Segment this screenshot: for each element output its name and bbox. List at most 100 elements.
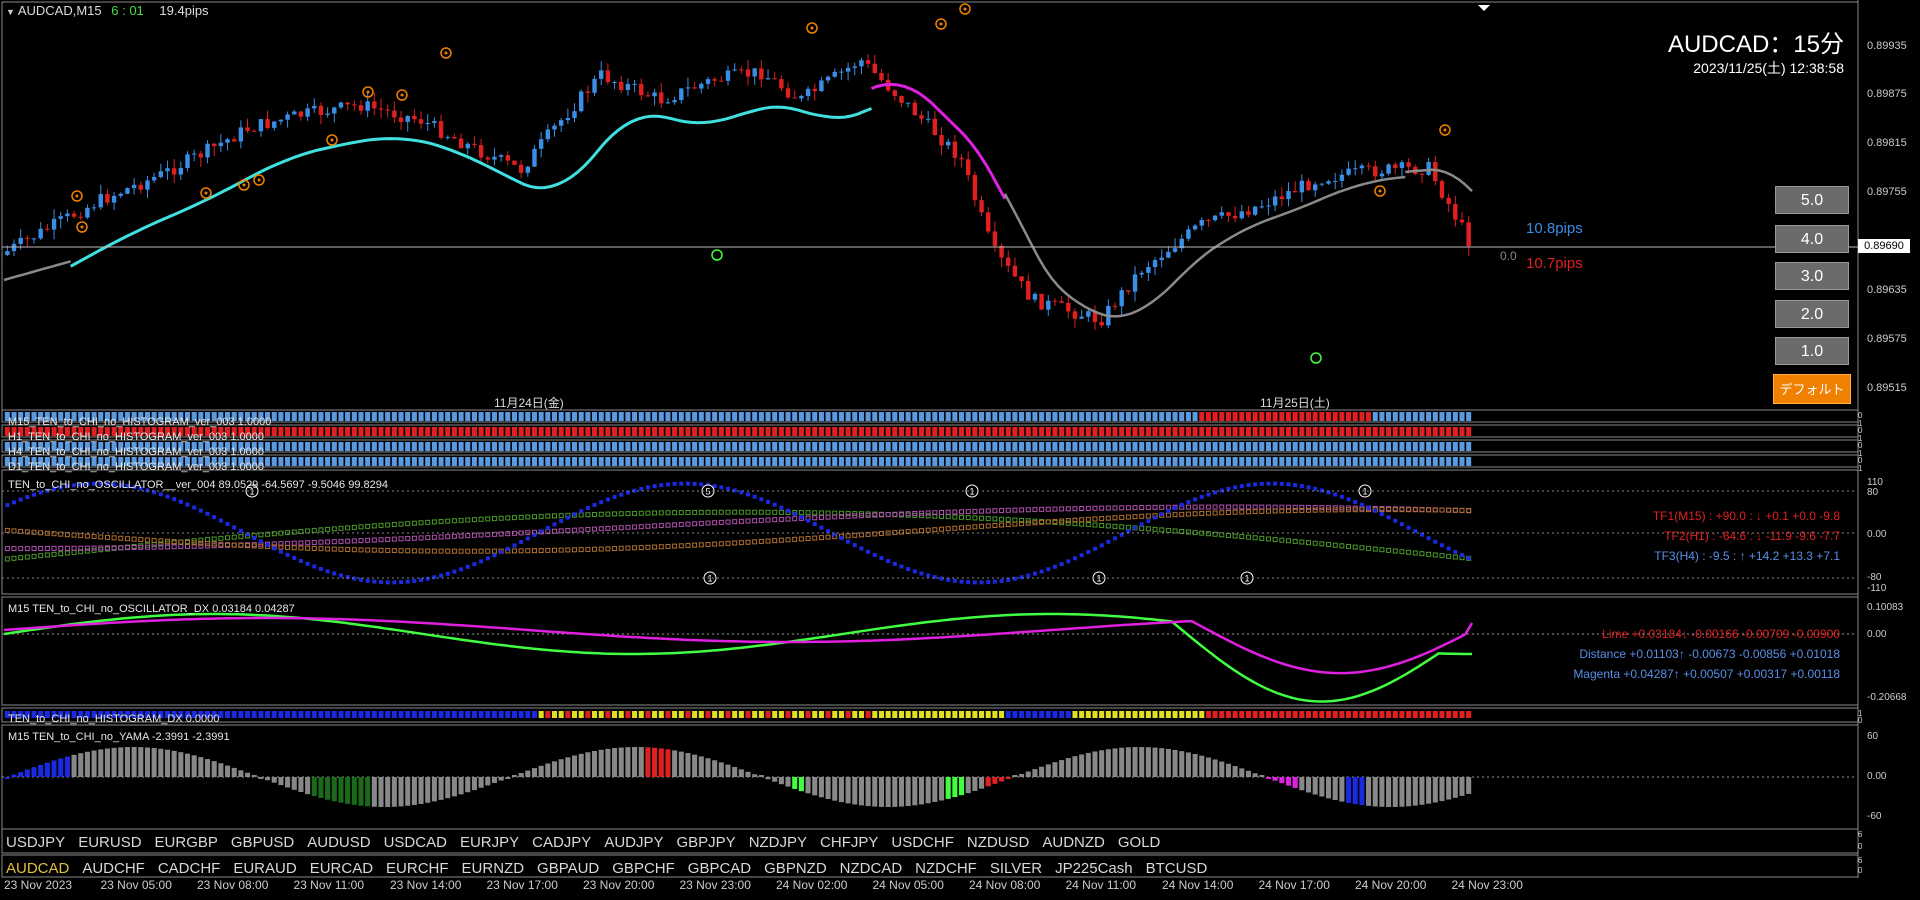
bear-candle bbox=[912, 102, 918, 116]
yama-bar bbox=[425, 777, 431, 803]
yama-bar bbox=[1332, 777, 1338, 801]
symbol-button-usdcad[interactable]: USDCAD bbox=[383, 834, 447, 851]
osc-green-dot bbox=[1139, 525, 1145, 531]
osc-magenta-dot bbox=[618, 525, 624, 531]
histogram-bar bbox=[345, 412, 351, 421]
lot-button-3[interactable]: 3.0 bbox=[1775, 262, 1849, 290]
histogram-bar bbox=[545, 412, 551, 421]
histogram-bar bbox=[371, 412, 377, 421]
histogram-bar bbox=[11, 427, 17, 436]
osc-magenta-dot bbox=[1159, 504, 1165, 510]
histogram-bar bbox=[678, 442, 684, 451]
histogram-bar bbox=[1292, 711, 1298, 718]
histogram-bar bbox=[198, 427, 204, 436]
symbol-button-gbpchf[interactable]: GBPCHF bbox=[612, 860, 675, 877]
shift-marker-icon[interactable] bbox=[1478, 0, 1490, 11]
histogram-bar bbox=[918, 711, 925, 718]
yama-bar bbox=[1059, 760, 1065, 777]
time-tick: 23 Nov 17:00 bbox=[486, 878, 558, 892]
symbol-button-nzdcad[interactable]: NZDCAD bbox=[839, 860, 903, 877]
histogram-bar bbox=[1232, 412, 1238, 421]
symbol-button-gbpnzd[interactable]: GBPNZD bbox=[764, 860, 827, 877]
histogram-bar bbox=[792, 711, 798, 718]
symbol-button-nzdjpy[interactable]: NZDJPY bbox=[748, 834, 808, 851]
histogram-bar bbox=[1205, 427, 1211, 436]
bull-candle bbox=[165, 168, 170, 172]
osc-green-dot bbox=[745, 509, 751, 515]
symbol-button-eurgbp[interactable]: EURGBP bbox=[154, 834, 218, 851]
symbol-button-gbpjpy[interactable]: GBPJPY bbox=[676, 834, 736, 851]
histogram-bar bbox=[985, 457, 991, 466]
lot-button-4[interactable]: 4.0 bbox=[1775, 225, 1849, 253]
histogram-bar bbox=[1005, 442, 1011, 451]
histogram-bar bbox=[71, 442, 77, 451]
collapse-arrow-icon[interactable]: ▼ bbox=[6, 7, 15, 17]
symbol-button-eurjpy[interactable]: EURJPY bbox=[459, 834, 520, 851]
histogram-bar bbox=[18, 457, 24, 466]
symbol-button-eurchf[interactable]: EURCHF bbox=[386, 860, 449, 877]
symbol-button-cadchf[interactable]: CADCHF bbox=[157, 860, 221, 877]
histogram-bar bbox=[825, 442, 831, 451]
symbol-button-eurcad[interactable]: EURCAD bbox=[309, 860, 374, 877]
yama-bar bbox=[585, 752, 591, 777]
symbol-button-eurusd[interactable]: EURUSD bbox=[78, 834, 142, 851]
histogram-bar bbox=[144, 412, 150, 421]
histogram-bar bbox=[1406, 442, 1412, 451]
histogram-bar bbox=[1419, 457, 1425, 466]
symbol-button-gbpusd[interactable]: GBPUSD bbox=[230, 834, 295, 851]
symbol-button-euraud[interactable]: EURAUD bbox=[233, 860, 297, 877]
osc-magenta-dot bbox=[892, 511, 898, 517]
yama-bar bbox=[645, 747, 651, 777]
symbol-button-chfjpy[interactable]: CHFJPY bbox=[820, 834, 879, 851]
symbol-button-audnzd[interactable]: AUDNZD bbox=[1042, 834, 1105, 851]
histogram-bar bbox=[51, 427, 57, 436]
osc-green-dot bbox=[985, 516, 991, 522]
bear-candle bbox=[318, 105, 324, 115]
yama-bar bbox=[712, 760, 718, 777]
histogram-bar bbox=[772, 711, 778, 718]
symbol-button-nzdusd[interactable]: NZDUSD bbox=[966, 834, 1030, 851]
symbol-button-audchf[interactable]: AUDCHF bbox=[82, 860, 145, 877]
symbol-button-silver[interactable]: SILVER bbox=[989, 860, 1043, 877]
bull-candle bbox=[151, 177, 157, 181]
histogram-bar bbox=[1105, 457, 1111, 466]
symbol-button-cadjpy[interactable]: CADJPY bbox=[532, 834, 592, 851]
symbol-button-usdchf[interactable]: USDCHF bbox=[891, 834, 954, 851]
osc-green-dot bbox=[58, 551, 64, 557]
histogram-bar bbox=[1232, 427, 1238, 436]
osc-magenta-dot bbox=[178, 544, 184, 550]
lot-button-2[interactable]: 2.0 bbox=[1775, 300, 1849, 328]
histogram-bar bbox=[511, 442, 517, 451]
histogram-bar bbox=[1426, 412, 1432, 421]
symbol-button-audusd[interactable]: AUDUSD bbox=[307, 834, 371, 851]
symbol-button-jp225cash[interactable]: JP225Cash bbox=[1055, 860, 1133, 877]
symbol-button-btcusd[interactable]: BTCUSD bbox=[1145, 860, 1208, 877]
osc-green-dot bbox=[538, 513, 544, 519]
osc-green-dot bbox=[672, 510, 678, 516]
default-button[interactable]: デフォルト bbox=[1773, 374, 1851, 404]
histogram-bar bbox=[1139, 457, 1145, 466]
symbol-button-gold[interactable]: GOLD bbox=[1117, 834, 1161, 851]
histogram-bar bbox=[1452, 711, 1458, 718]
histogram-bar bbox=[985, 412, 991, 421]
symbol-button-audjpy[interactable]: AUDJPY bbox=[604, 834, 664, 851]
symbol-button-usdjpy[interactable]: USDJPY bbox=[6, 834, 66, 851]
symbol-button-eurnzd[interactable]: EURNZD bbox=[461, 860, 525, 877]
lot-button-5[interactable]: 5.0 bbox=[1775, 186, 1849, 214]
symbol-button-gbpcad[interactable]: GBPCAD bbox=[687, 860, 752, 877]
histogram-bar bbox=[38, 412, 44, 421]
histogram-bar bbox=[538, 711, 544, 718]
histogram-bar bbox=[231, 711, 237, 718]
osc-blue-dot bbox=[165, 494, 170, 499]
histogram-bar bbox=[665, 457, 671, 466]
osc-green-dot bbox=[378, 522, 384, 528]
osc-green-dot bbox=[1085, 522, 1091, 528]
lot-button-1[interactable]: 1.0 bbox=[1775, 337, 1849, 365]
histogram-bar bbox=[164, 412, 171, 421]
symbol-button-nzdchf[interactable]: NZDCHF bbox=[915, 860, 977, 877]
histogram-bar bbox=[458, 711, 464, 718]
symbol-button-audcad[interactable]: AUDCAD bbox=[6, 860, 70, 877]
symbol-button-gbpaud[interactable]: GBPAUD bbox=[537, 860, 600, 877]
histogram-bar bbox=[1019, 457, 1025, 466]
